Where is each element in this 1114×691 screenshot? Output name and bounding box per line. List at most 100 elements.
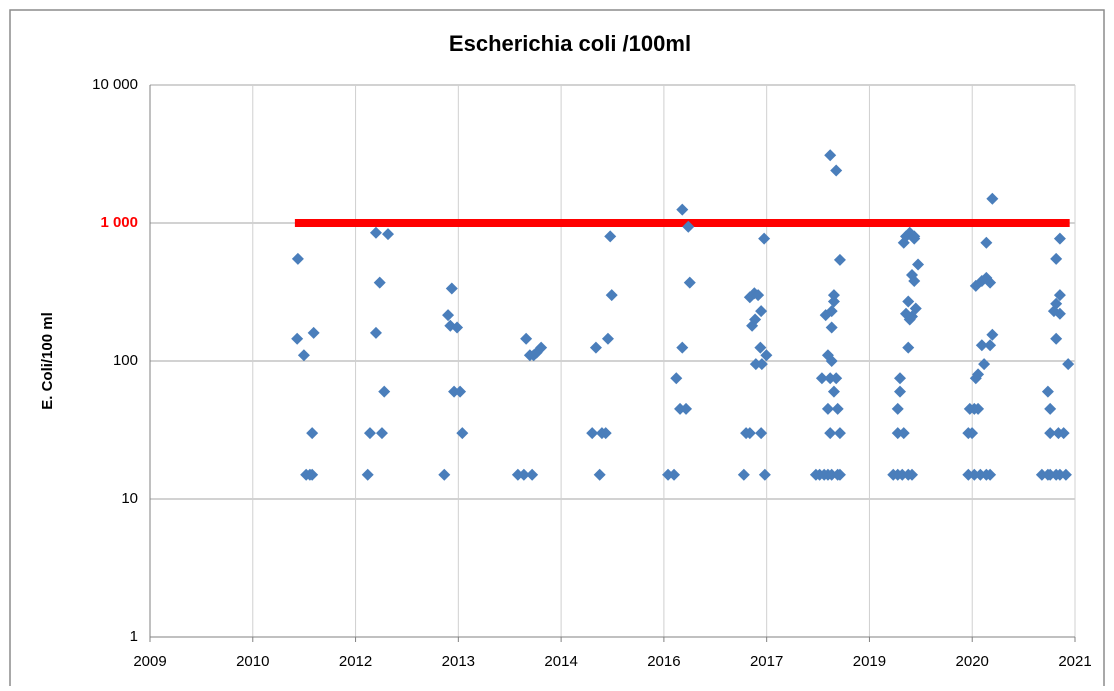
x-tick-label: 2016 bbox=[647, 653, 680, 670]
point bbox=[896, 468, 909, 481]
point bbox=[676, 341, 689, 354]
point bbox=[966, 427, 979, 440]
point bbox=[912, 258, 925, 271]
point bbox=[1044, 402, 1057, 415]
point bbox=[448, 385, 461, 398]
point bbox=[586, 427, 599, 440]
point bbox=[984, 339, 997, 352]
point bbox=[307, 326, 320, 339]
point bbox=[369, 326, 382, 339]
point bbox=[824, 427, 837, 440]
point bbox=[752, 289, 765, 302]
point bbox=[908, 274, 921, 287]
y-axis-label: E. Coli/100 ml bbox=[39, 312, 56, 410]
point bbox=[825, 321, 838, 334]
point bbox=[589, 341, 602, 354]
point bbox=[972, 368, 985, 381]
point bbox=[755, 358, 768, 371]
x-tick-label: 2020 bbox=[956, 653, 989, 670]
x-tick-label: 2012 bbox=[339, 653, 372, 670]
point bbox=[827, 289, 840, 302]
point bbox=[291, 332, 304, 345]
point bbox=[1062, 358, 1075, 371]
point bbox=[511, 468, 524, 481]
point bbox=[968, 468, 981, 481]
point bbox=[825, 468, 838, 481]
point bbox=[381, 228, 394, 241]
point bbox=[599, 427, 612, 440]
point bbox=[369, 226, 382, 239]
point bbox=[833, 468, 846, 481]
point bbox=[456, 427, 469, 440]
point bbox=[974, 468, 987, 481]
point bbox=[831, 402, 844, 415]
point bbox=[601, 332, 614, 345]
point bbox=[605, 289, 618, 302]
point bbox=[825, 305, 838, 318]
point bbox=[662, 468, 675, 481]
point bbox=[520, 332, 533, 345]
point bbox=[373, 276, 386, 289]
point bbox=[902, 295, 915, 308]
point bbox=[1059, 468, 1072, 481]
point bbox=[978, 358, 991, 371]
point bbox=[1035, 468, 1048, 481]
point bbox=[454, 385, 467, 398]
point bbox=[986, 328, 999, 341]
point bbox=[827, 385, 840, 398]
point bbox=[438, 468, 451, 481]
point bbox=[378, 385, 391, 398]
point bbox=[760, 349, 773, 362]
x-tick-label: 2014 bbox=[544, 653, 577, 670]
point bbox=[749, 358, 762, 371]
point bbox=[986, 192, 999, 205]
point bbox=[1044, 427, 1057, 440]
point bbox=[668, 468, 681, 481]
point bbox=[1044, 468, 1057, 481]
point bbox=[1053, 468, 1066, 481]
point bbox=[894, 385, 906, 398]
point bbox=[830, 372, 843, 385]
point bbox=[902, 341, 915, 354]
point bbox=[821, 402, 834, 415]
point bbox=[758, 468, 771, 481]
point bbox=[749, 313, 762, 326]
point bbox=[670, 372, 683, 385]
point bbox=[891, 402, 904, 415]
point bbox=[1050, 332, 1063, 345]
point bbox=[827, 295, 840, 308]
point bbox=[526, 468, 539, 481]
point bbox=[909, 302, 922, 315]
point bbox=[1053, 307, 1066, 320]
point bbox=[1041, 385, 1054, 398]
point bbox=[593, 468, 606, 481]
y-tick-label: 1 000 bbox=[100, 214, 138, 231]
point bbox=[897, 427, 910, 440]
x-tick-label: 2009 bbox=[133, 653, 166, 670]
point bbox=[825, 355, 838, 367]
x-tick-label: 2017 bbox=[750, 653, 783, 670]
point bbox=[363, 427, 376, 440]
point bbox=[445, 282, 458, 295]
point bbox=[306, 468, 319, 481]
point bbox=[306, 427, 319, 440]
point bbox=[737, 468, 750, 481]
point bbox=[908, 230, 921, 243]
point bbox=[1050, 252, 1063, 265]
point bbox=[683, 276, 696, 289]
x-tick-label: 2010 bbox=[236, 653, 269, 670]
point bbox=[297, 349, 310, 362]
point bbox=[984, 468, 997, 481]
point bbox=[824, 149, 837, 162]
point bbox=[535, 341, 548, 354]
point bbox=[375, 427, 388, 440]
point bbox=[833, 253, 846, 266]
x-tick-label: 2021 bbox=[1058, 653, 1091, 670]
x-tick-label: 2013 bbox=[442, 653, 475, 670]
x-tick-label: 2019 bbox=[853, 653, 886, 670]
point bbox=[972, 402, 985, 415]
point bbox=[906, 468, 919, 481]
point bbox=[962, 468, 975, 481]
point bbox=[984, 276, 997, 289]
